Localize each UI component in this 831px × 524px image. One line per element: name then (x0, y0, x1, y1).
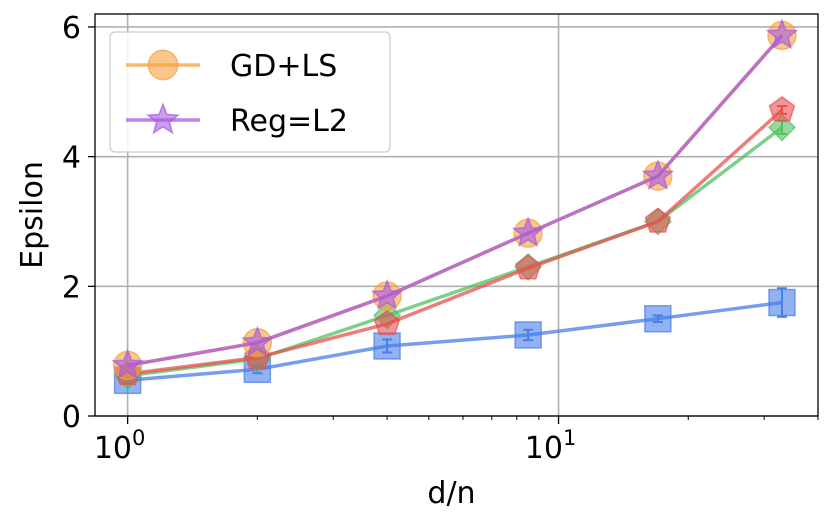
legend-box (109, 31, 391, 153)
data-point-star (641, 159, 675, 190)
x-tick-exponent: 1 (563, 426, 576, 450)
legend-label: GD+LS (230, 49, 337, 84)
y-axis-title: Epsilon (15, 161, 50, 269)
legend-label: Reg=L2 (230, 104, 348, 139)
series-1 (111, 18, 799, 380)
series-line (127, 126, 784, 378)
y-tick-label: 2 (62, 270, 81, 305)
series-4 (113, 287, 796, 395)
data-point-star (370, 278, 404, 310)
x-tick-base: 10 (525, 431, 563, 466)
series-layer (111, 18, 799, 395)
data-point-circle (147, 49, 179, 81)
plot-frame (94, 13, 819, 417)
data-point-star (146, 102, 180, 135)
x-tick-exponent: 0 (132, 426, 145, 450)
series-3 (113, 113, 797, 390)
x-tick-label: 101 (525, 426, 577, 466)
data-point-star (511, 216, 545, 247)
series-line (127, 34, 784, 368)
data-point-pentagon (514, 254, 542, 280)
data-point-star (241, 325, 274, 357)
data-point-pentagon (373, 309, 401, 336)
series-line (127, 108, 784, 376)
series-line (127, 300, 783, 383)
x-tick-base: 10 (94, 431, 132, 466)
data-point-pentagon (644, 207, 672, 233)
x-axis-title: d/n (427, 476, 475, 511)
y-tick-label: 4 (62, 141, 81, 176)
x-tick-label: 100 (94, 426, 146, 466)
data-point-star (111, 348, 144, 380)
y-tick-label: 0 (62, 400, 81, 435)
legend-entry: Reg=L2 (126, 102, 348, 139)
y-tick-label: 6 (62, 11, 81, 46)
legend-entry: GD+LS (126, 49, 337, 84)
data-point-star (765, 18, 799, 50)
legend: GD+LS Reg=L2 (109, 31, 391, 153)
